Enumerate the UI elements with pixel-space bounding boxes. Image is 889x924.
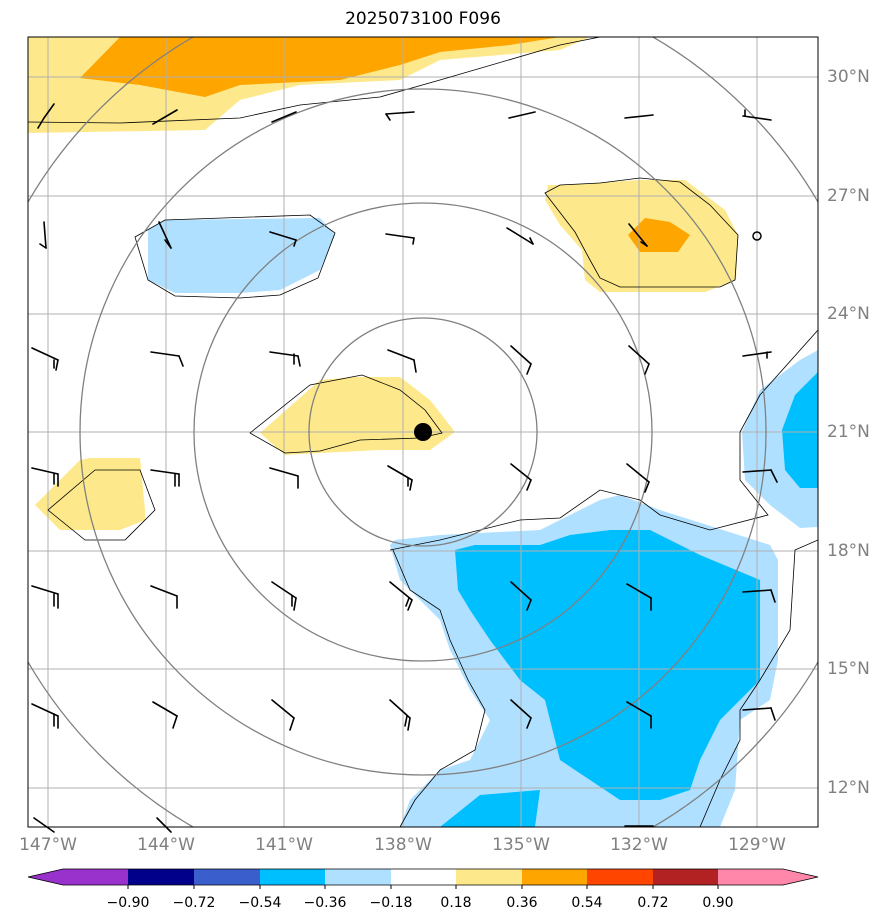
colorbar-swatch xyxy=(63,869,128,885)
colorbar-tick-label: 0.18 xyxy=(440,895,472,911)
lon-label-141w: 141°W xyxy=(255,835,313,855)
lat-label-24n: 24°N xyxy=(827,304,870,324)
colorbar-extend-right xyxy=(783,869,818,885)
wind-barbs xyxy=(31,103,778,833)
colorbar-swatch xyxy=(522,869,587,885)
lon-label-147w: 147°W xyxy=(19,835,77,855)
lon-label-132w: 132°W xyxy=(610,835,668,855)
colorbar-tick-label: −0.90 xyxy=(106,895,150,911)
colorbar-tick-label: 0.90 xyxy=(702,895,734,911)
colorbar-tick-label: −0.54 xyxy=(238,895,282,911)
colorbar-tick-label: 0.54 xyxy=(571,895,603,911)
calm-wind-circle xyxy=(752,231,762,241)
colorbar-tick-label: −0.36 xyxy=(303,895,347,911)
colorbar-extend-left xyxy=(28,869,63,885)
colorbar-swatch xyxy=(391,869,456,885)
colorbar-swatch xyxy=(718,869,783,885)
colorbar-swatch xyxy=(260,869,325,885)
colorbar-tick-label: 0.72 xyxy=(637,895,669,911)
map-frame xyxy=(27,36,819,828)
colorbar-swatch xyxy=(587,869,653,885)
lat-label-21n: 21°N xyxy=(827,422,870,442)
colorbar-swatch xyxy=(456,869,522,885)
colorbar-tick-label: −0.18 xyxy=(369,895,413,911)
lat-label-12n: 12°N xyxy=(827,778,870,798)
blue-shading xyxy=(440,372,818,827)
colorbar-swatch xyxy=(653,869,718,885)
colorbar xyxy=(27,868,819,889)
lon-label-129w: 129°W xyxy=(728,835,786,855)
lat-label-15n: 15°N xyxy=(827,659,870,679)
lon-label-144w: 144°W xyxy=(137,835,195,855)
colorbar-tick-label: −0.72 xyxy=(172,895,216,911)
storm-center-marker xyxy=(414,423,432,441)
colorbar-swatch xyxy=(325,869,391,885)
lat-label-27n: 27°N xyxy=(827,186,870,206)
field-contours xyxy=(28,37,818,827)
lon-label-135w: 135°W xyxy=(492,835,550,855)
colorbar-swatch xyxy=(194,869,260,885)
range-rings xyxy=(28,37,818,827)
colorbar-swatch xyxy=(128,869,194,885)
lat-label-30n: 30°N xyxy=(827,67,870,87)
lat-label-18n: 18°N xyxy=(827,541,870,561)
map-title: 2025073100 F096 xyxy=(345,9,501,29)
colorbar-outline xyxy=(27,868,819,886)
lon-label-138w: 138°W xyxy=(374,835,432,855)
colorbar-tick-label: 0.36 xyxy=(506,895,538,911)
graticule xyxy=(28,37,818,827)
